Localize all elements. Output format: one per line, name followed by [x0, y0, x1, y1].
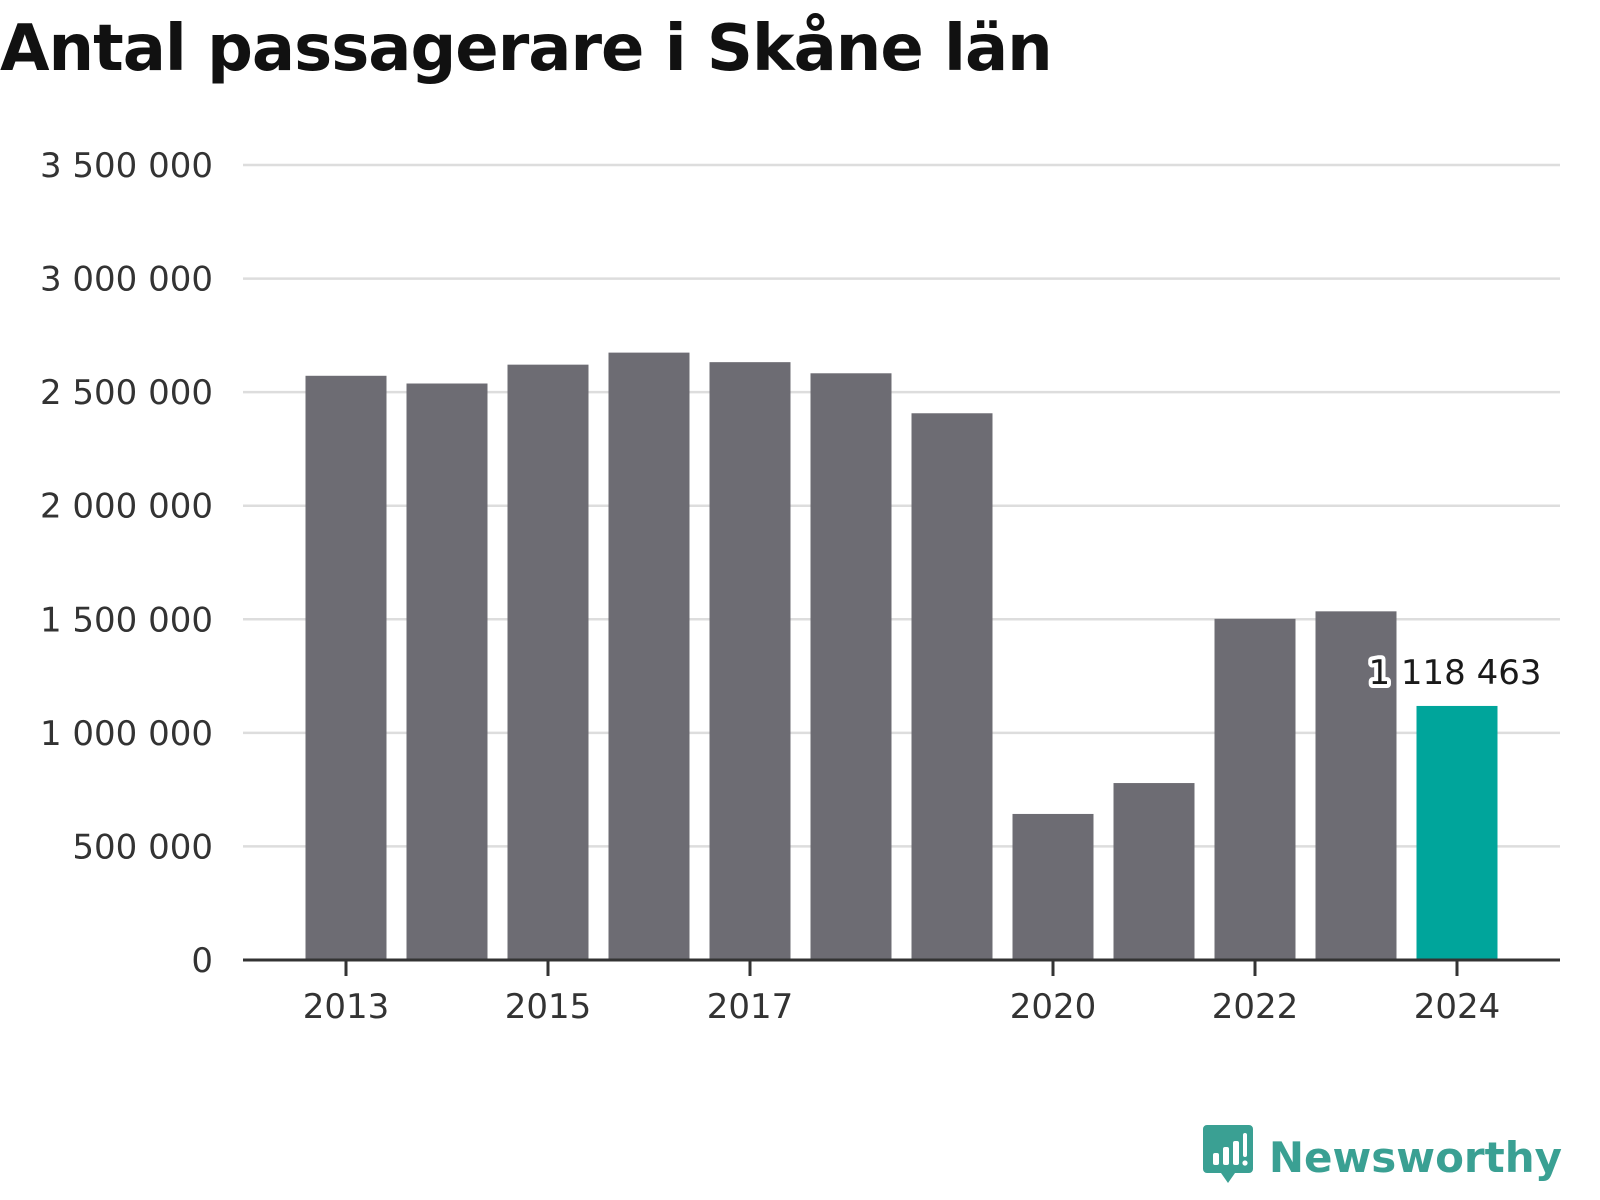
- x-tick-label: 2015: [505, 987, 592, 1027]
- y-tick-label: 0: [191, 941, 213, 981]
- brand-name: Newsworthy: [1268, 1133, 1562, 1182]
- newsworthy-logo-icon: [1202, 1125, 1253, 1190]
- x-tick-label: 2017: [707, 987, 794, 1027]
- bar-2023: [1315, 611, 1397, 960]
- bar-2015: [507, 364, 589, 960]
- bar-2020: [1012, 813, 1094, 960]
- bar-2016: [608, 352, 690, 960]
- y-tick-label: 1 000 000: [40, 714, 213, 754]
- y-axis-tick-labels: 0 500 000 1 000 000 1 500 000 2 000 000 2 500…: [40, 146, 213, 981]
- x-axis-tick-labels: 2013 2015 2017 2020 2022 2024: [303, 987, 1501, 1027]
- x-tick-label: 2024: [1414, 987, 1501, 1027]
- bar-2017: [709, 362, 791, 960]
- y-tick-label: 2 000 000: [40, 487, 213, 527]
- x-tick-label: 2020: [1010, 987, 1097, 1027]
- y-tick-label: 3 000 000: [40, 260, 213, 300]
- x-axis: [243, 958, 1560, 976]
- x-tick-label: 2022: [1212, 987, 1299, 1027]
- bar-2024: [1416, 705, 1498, 960]
- bar-2013: [305, 375, 387, 960]
- bar-2021: [1113, 783, 1195, 960]
- data-label: 1 118 463: [1368, 653, 1541, 693]
- y-tick-label: 3 500 000: [40, 146, 213, 186]
- y-tick-label: 500 000: [72, 827, 213, 867]
- y-tick-label: 2 500 000: [40, 373, 213, 413]
- bar-2018: [810, 373, 892, 960]
- bar-2022: [1214, 618, 1296, 960]
- x-tick-label: 2013: [303, 987, 390, 1027]
- brand: Newsworthy: [1202, 1125, 1562, 1190]
- bar-2019: [911, 413, 993, 960]
- data-labels: 1 118 463: [1364, 649, 1545, 697]
- y-tick-label: 1 500 000: [40, 600, 213, 640]
- bar-2014: [406, 383, 488, 960]
- chart-title: Antal passagerare i Skåne län: [0, 12, 1053, 86]
- bars: [305, 352, 1498, 960]
